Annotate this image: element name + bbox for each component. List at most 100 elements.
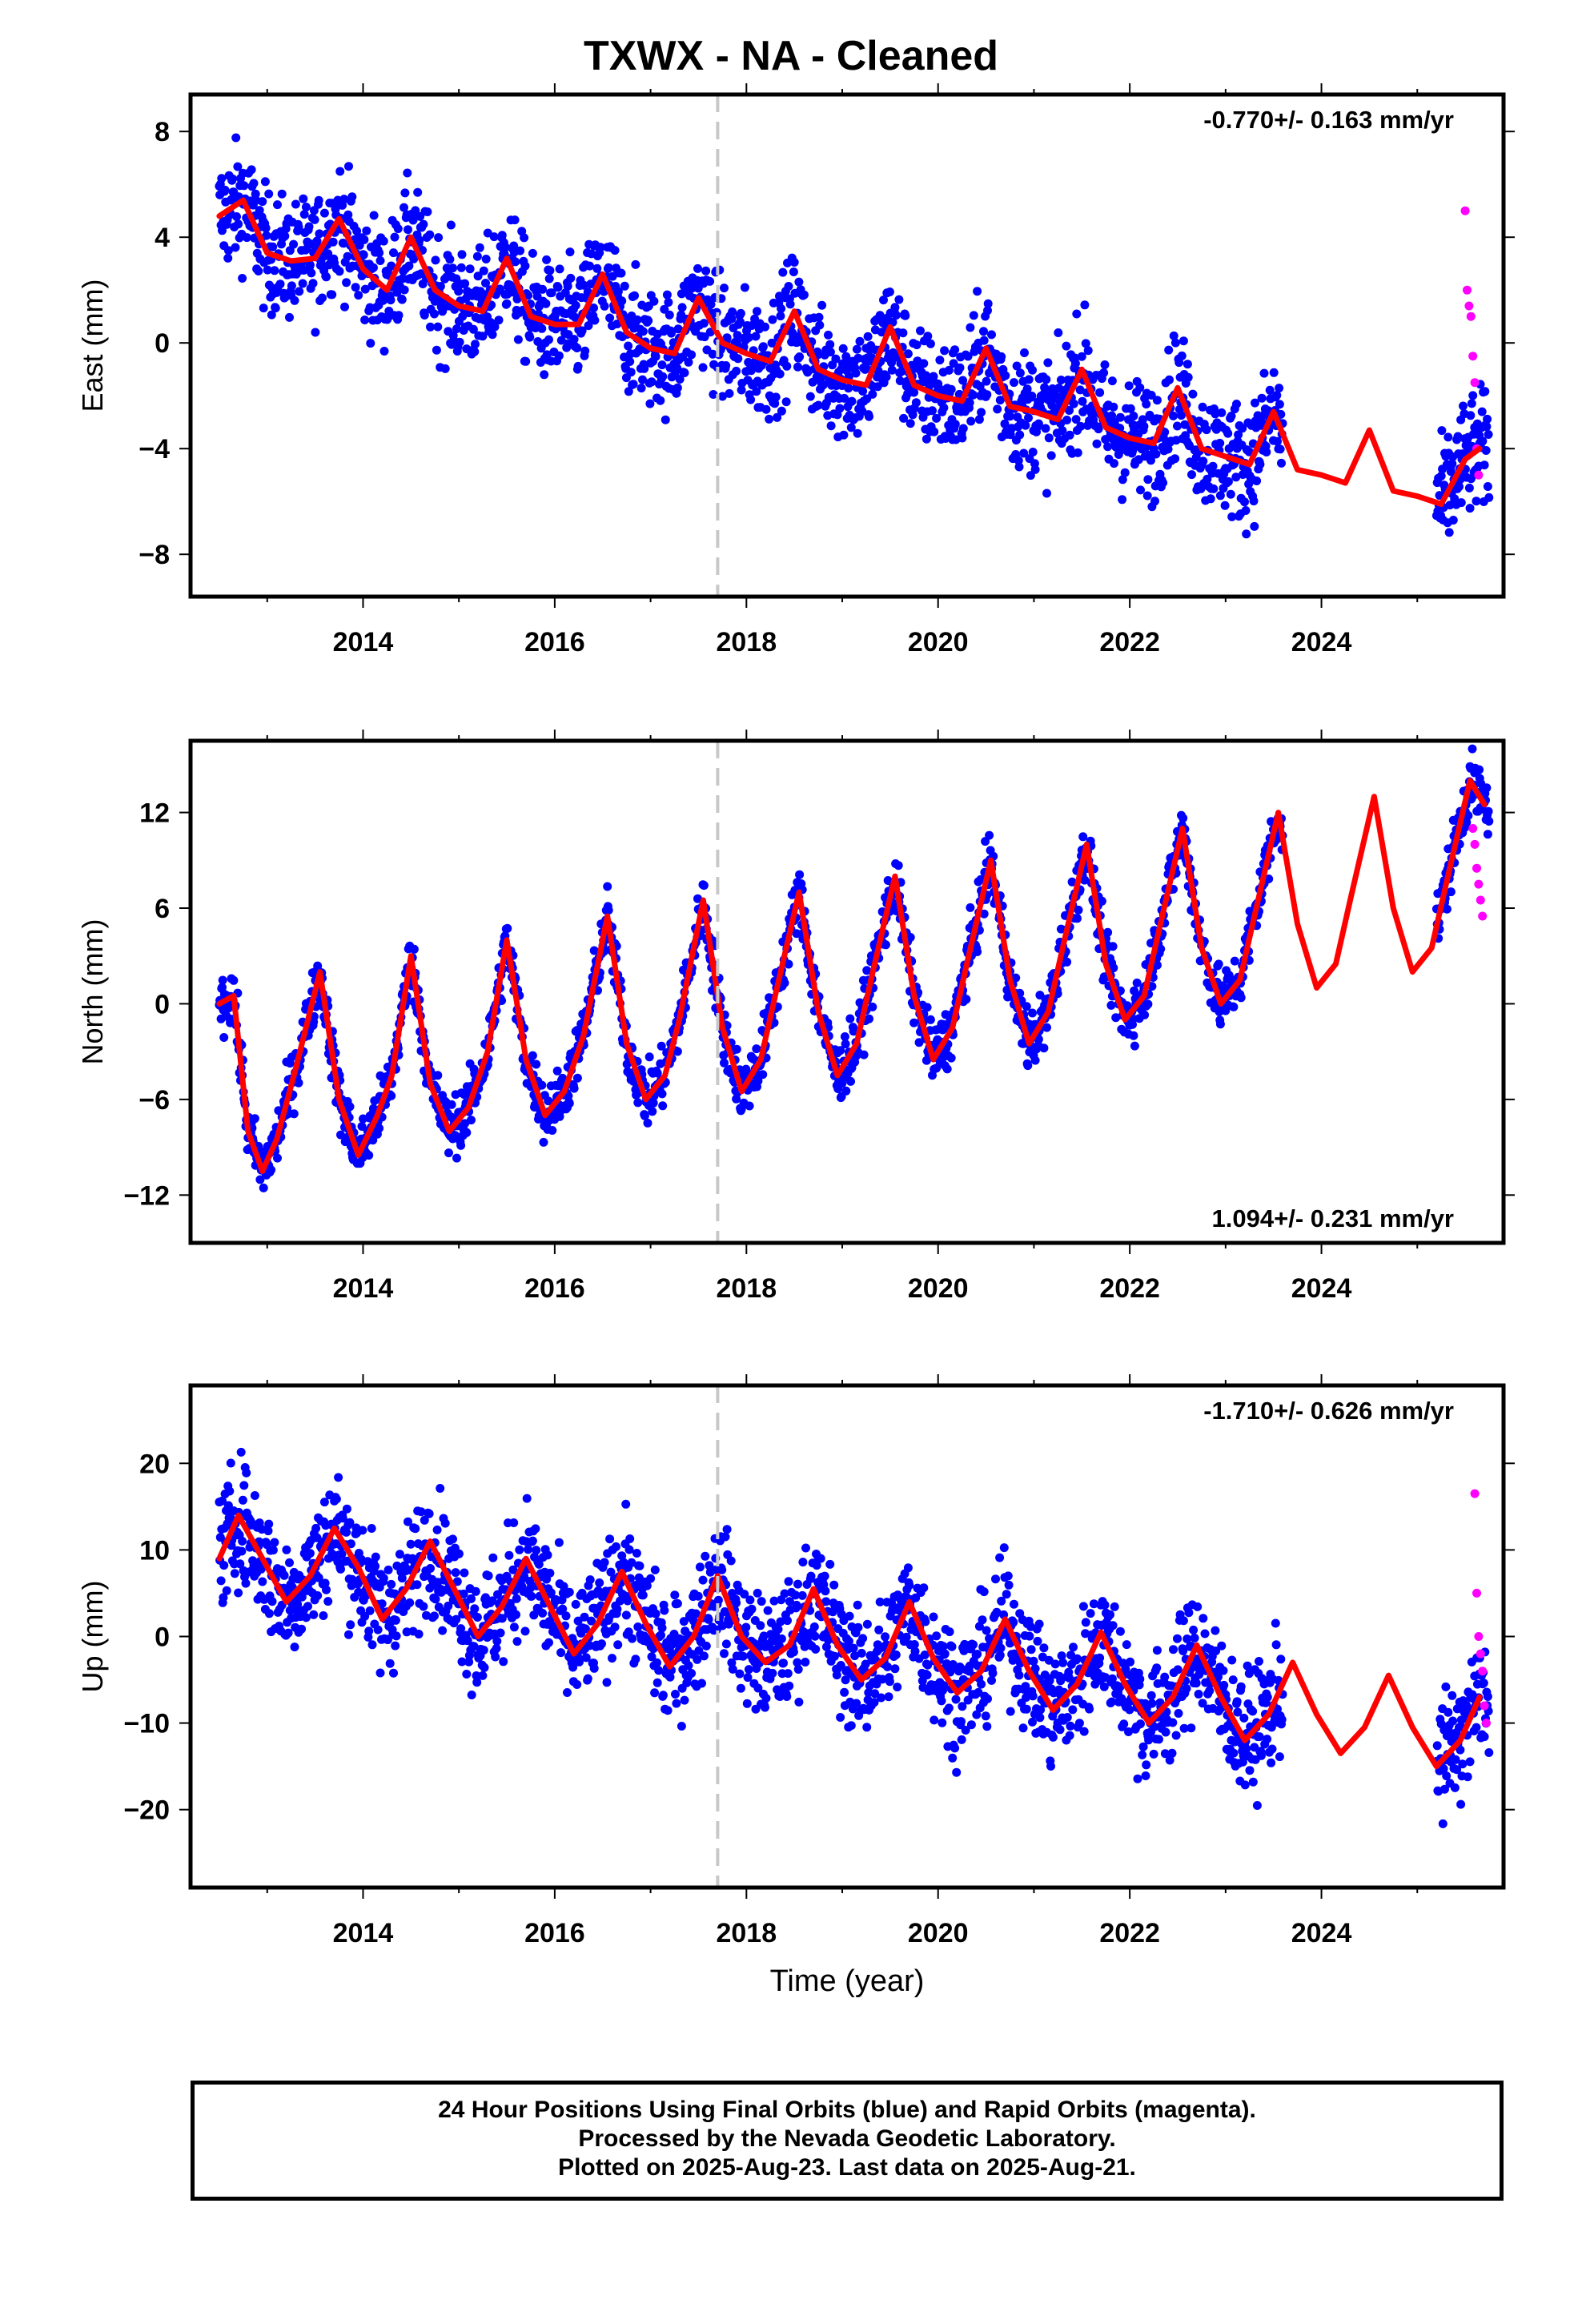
data-point bbox=[1078, 396, 1087, 406]
data-point bbox=[433, 322, 443, 332]
data-point bbox=[887, 365, 897, 375]
data-point bbox=[781, 397, 791, 407]
data-point bbox=[923, 332, 933, 341]
data-point bbox=[528, 248, 537, 258]
data-point bbox=[713, 1595, 723, 1605]
data-point bbox=[1054, 328, 1063, 337]
data-point bbox=[885, 287, 894, 296]
data-point bbox=[946, 1053, 956, 1063]
data-point bbox=[481, 255, 491, 263]
data-point bbox=[217, 174, 227, 183]
data-point bbox=[1156, 944, 1166, 954]
data-point bbox=[969, 311, 978, 320]
x-ticks bbox=[266, 730, 1419, 1254]
data-point bbox=[406, 1539, 416, 1549]
data-point bbox=[890, 303, 900, 312]
data-point bbox=[1046, 451, 1056, 460]
y-tick-label: 8 bbox=[155, 117, 170, 147]
data-point bbox=[580, 346, 590, 356]
rapid-point bbox=[1478, 911, 1488, 921]
data-point bbox=[583, 1674, 592, 1683]
data-point bbox=[379, 347, 389, 356]
data-point bbox=[839, 430, 849, 440]
data-point bbox=[368, 263, 378, 272]
data-point bbox=[894, 295, 904, 304]
data-point bbox=[633, 1622, 643, 1631]
data-point bbox=[604, 906, 613, 915]
data-point bbox=[983, 299, 993, 308]
data-point bbox=[765, 414, 774, 424]
data-point bbox=[478, 1671, 488, 1680]
data-point bbox=[895, 376, 905, 385]
data-point bbox=[1275, 444, 1285, 454]
data-point bbox=[958, 376, 968, 385]
plot-area bbox=[215, 1385, 1494, 1888]
data-point bbox=[909, 1018, 919, 1027]
data-point bbox=[851, 368, 861, 378]
data-point bbox=[979, 327, 988, 336]
data-point bbox=[541, 299, 551, 308]
x-ticks bbox=[266, 83, 1419, 608]
data-point bbox=[627, 1558, 636, 1567]
data-point bbox=[405, 1598, 415, 1607]
data-point bbox=[776, 312, 785, 321]
data-point bbox=[1136, 485, 1145, 495]
data-point bbox=[1001, 371, 1010, 380]
data-point bbox=[626, 368, 636, 377]
data-point bbox=[1051, 404, 1061, 413]
data-point bbox=[650, 1565, 660, 1574]
data-point bbox=[481, 279, 490, 287]
data-point bbox=[1466, 411, 1476, 420]
data-point bbox=[969, 390, 978, 400]
data-point bbox=[1020, 348, 1029, 357]
data-point bbox=[911, 398, 921, 408]
data-point bbox=[1169, 331, 1178, 340]
data-point bbox=[1188, 389, 1198, 399]
data-point bbox=[1110, 459, 1118, 468]
data-point bbox=[379, 236, 388, 246]
data-point bbox=[468, 324, 478, 334]
data-point bbox=[373, 1625, 383, 1634]
data-point bbox=[367, 1640, 377, 1650]
data-point bbox=[673, 1598, 682, 1608]
data-point bbox=[391, 1631, 401, 1641]
data-point bbox=[667, 328, 676, 338]
x-tick-label: 2022 bbox=[1099, 627, 1160, 657]
data-point bbox=[446, 220, 456, 230]
data-point bbox=[1074, 905, 1083, 915]
data-point bbox=[555, 264, 564, 274]
data-point bbox=[492, 1643, 501, 1653]
data-point bbox=[339, 239, 348, 248]
data-point bbox=[520, 233, 529, 243]
data-point bbox=[595, 1578, 604, 1587]
data-point bbox=[647, 1652, 656, 1662]
data-point bbox=[1054, 384, 1064, 392]
data-point bbox=[345, 1102, 355, 1112]
data-point bbox=[1177, 411, 1186, 420]
data-point bbox=[736, 1683, 745, 1693]
data-point bbox=[285, 1558, 294, 1567]
data-point bbox=[687, 1669, 697, 1678]
data-point bbox=[371, 1562, 380, 1571]
data-point bbox=[308, 279, 318, 288]
data-point bbox=[258, 1577, 267, 1586]
data-point bbox=[784, 282, 793, 291]
data-point bbox=[242, 233, 251, 243]
data-point bbox=[769, 1596, 779, 1606]
data-point bbox=[699, 1651, 709, 1661]
data-point bbox=[1062, 957, 1072, 967]
data-point bbox=[264, 1609, 274, 1618]
data-point bbox=[1097, 896, 1106, 906]
data-point bbox=[942, 1064, 952, 1074]
data-point bbox=[605, 1534, 615, 1544]
data-point bbox=[436, 1484, 445, 1493]
data-point bbox=[742, 1699, 752, 1708]
data-point bbox=[1448, 516, 1458, 525]
rapid-point bbox=[1470, 839, 1480, 849]
data-point bbox=[1024, 413, 1033, 423]
data-point bbox=[675, 375, 685, 384]
data-point bbox=[740, 1590, 749, 1599]
data-point bbox=[504, 1550, 514, 1560]
data-point bbox=[462, 1670, 472, 1679]
data-point bbox=[600, 301, 609, 311]
